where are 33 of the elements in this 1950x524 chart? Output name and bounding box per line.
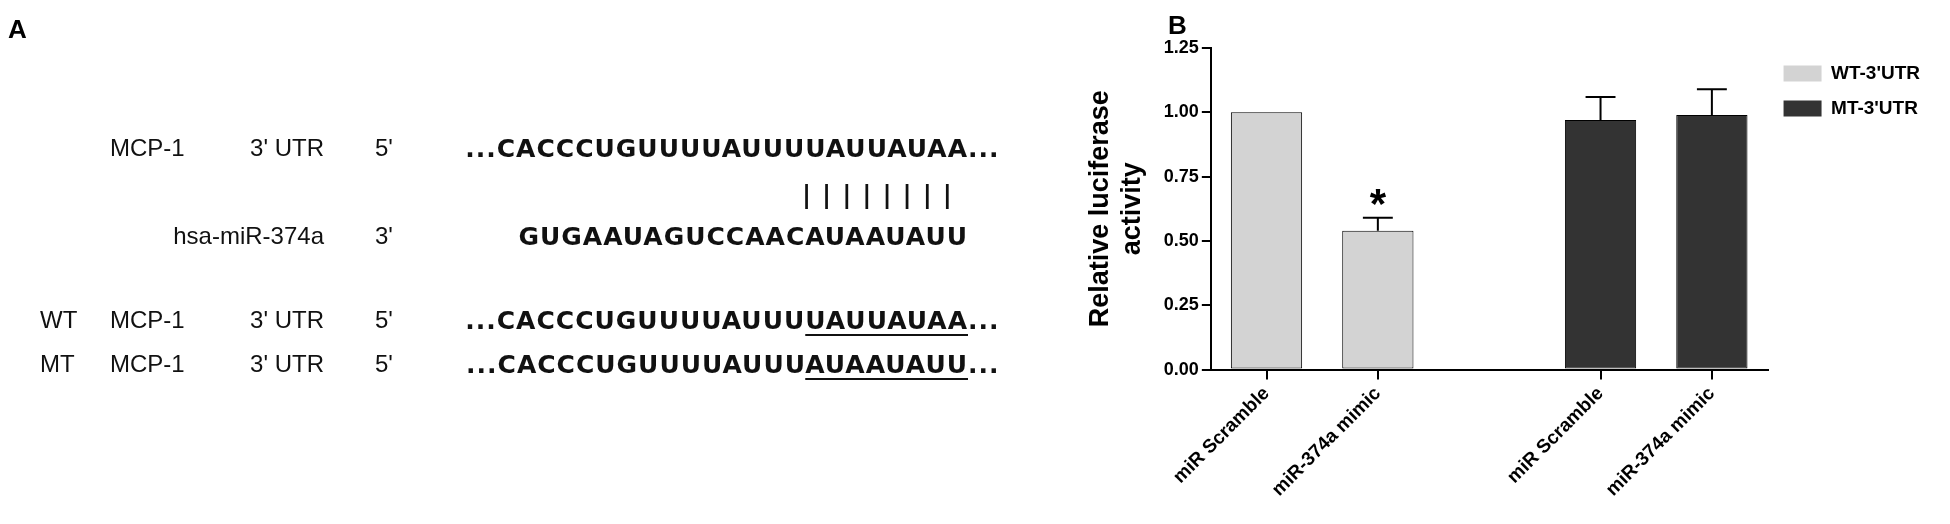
text: WT [40, 306, 78, 333]
text: ... [968, 350, 1000, 379]
text: ...CACCCUGUUUUAUUU [465, 306, 806, 335]
text: MT [40, 350, 75, 377]
text: AUAAUAUU [805, 350, 968, 379]
text: A [8, 14, 27, 45]
text: GUGAAUAGUCCAACAUAAUAUU [518, 222, 968, 251]
text: MCP-1 [110, 306, 185, 333]
text: ... [968, 134, 1000, 163]
text: hsa-miR-374a [173, 222, 324, 249]
text: 3' [375, 222, 393, 249]
y-tick-label: 0.50 [1163, 229, 1199, 250]
text: 5' [375, 306, 393, 333]
text: ...CACCCUGUUUUAUUUUAUUAUAA [465, 134, 968, 163]
y-axis-title: Relative luciferase activity [1083, 90, 1147, 328]
y-tick-label: 0.00 [1163, 358, 1199, 379]
y-tick-label: 1.00 [1163, 101, 1199, 122]
legend-label: MT-3'UTR [1831, 96, 1919, 118]
text: UAUUAUAA [805, 306, 968, 335]
annotation: * [1369, 180, 1387, 228]
text: MCP-1 [110, 350, 185, 377]
legend-label: WT-3'UTR [1831, 61, 1921, 83]
y-tick-label: 0.75 [1163, 165, 1199, 186]
text: 3' UTR [250, 134, 324, 161]
text: 5' [375, 134, 393, 161]
text: 5' [375, 350, 393, 377]
text: ...CACCCUGUUUUAUUU [466, 350, 806, 379]
text: |||||||| [801, 180, 963, 209]
text: 3' UTR [250, 306, 324, 333]
y-tick-label: 0.25 [1163, 294, 1199, 315]
text: ... [968, 306, 1000, 335]
text: MCP-1 [110, 134, 185, 161]
text: 3' UTR [250, 350, 324, 377]
